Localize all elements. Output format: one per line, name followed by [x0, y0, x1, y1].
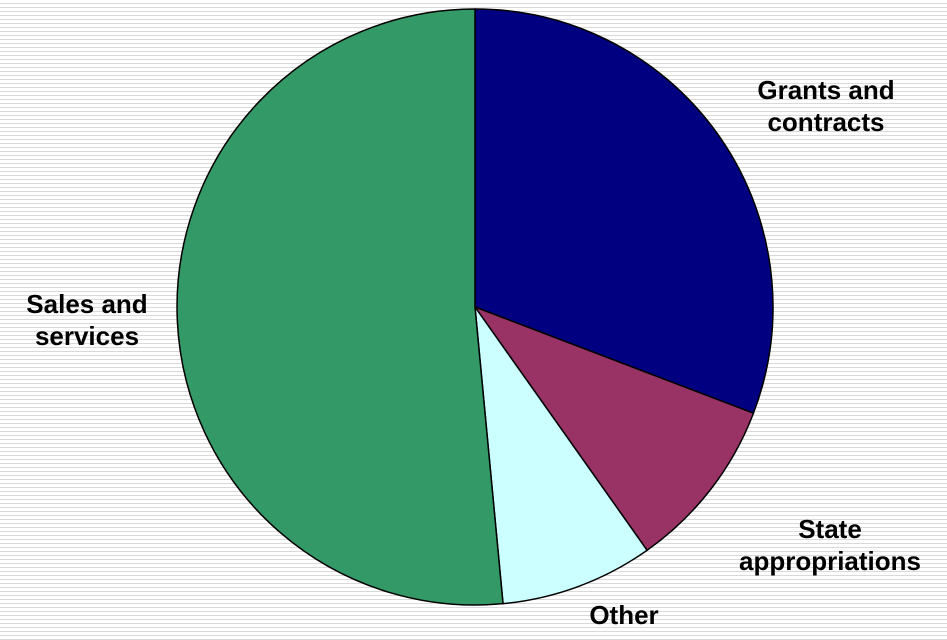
- slice-label-sales-and-services: Sales and services: [26, 289, 147, 351]
- slice-label-other: Other: [589, 600, 658, 630]
- pie-slice-state-appropriations: [474, 306, 755, 552]
- pie-slices: [176, 8, 774, 606]
- pie-labels: Grants and contracts State appropriations Ot…: [26, 75, 921, 630]
- slice-label-state-appropriations: State appropriations: [739, 514, 921, 576]
- pie-slice-other: [474, 306, 648, 605]
- pie-slice-grants-and-contracts: [474, 8, 774, 414]
- slice-label-grants-and-contracts: Grants and contracts: [757, 75, 894, 137]
- pie-slice-sales-and-services: [176, 8, 504, 606]
